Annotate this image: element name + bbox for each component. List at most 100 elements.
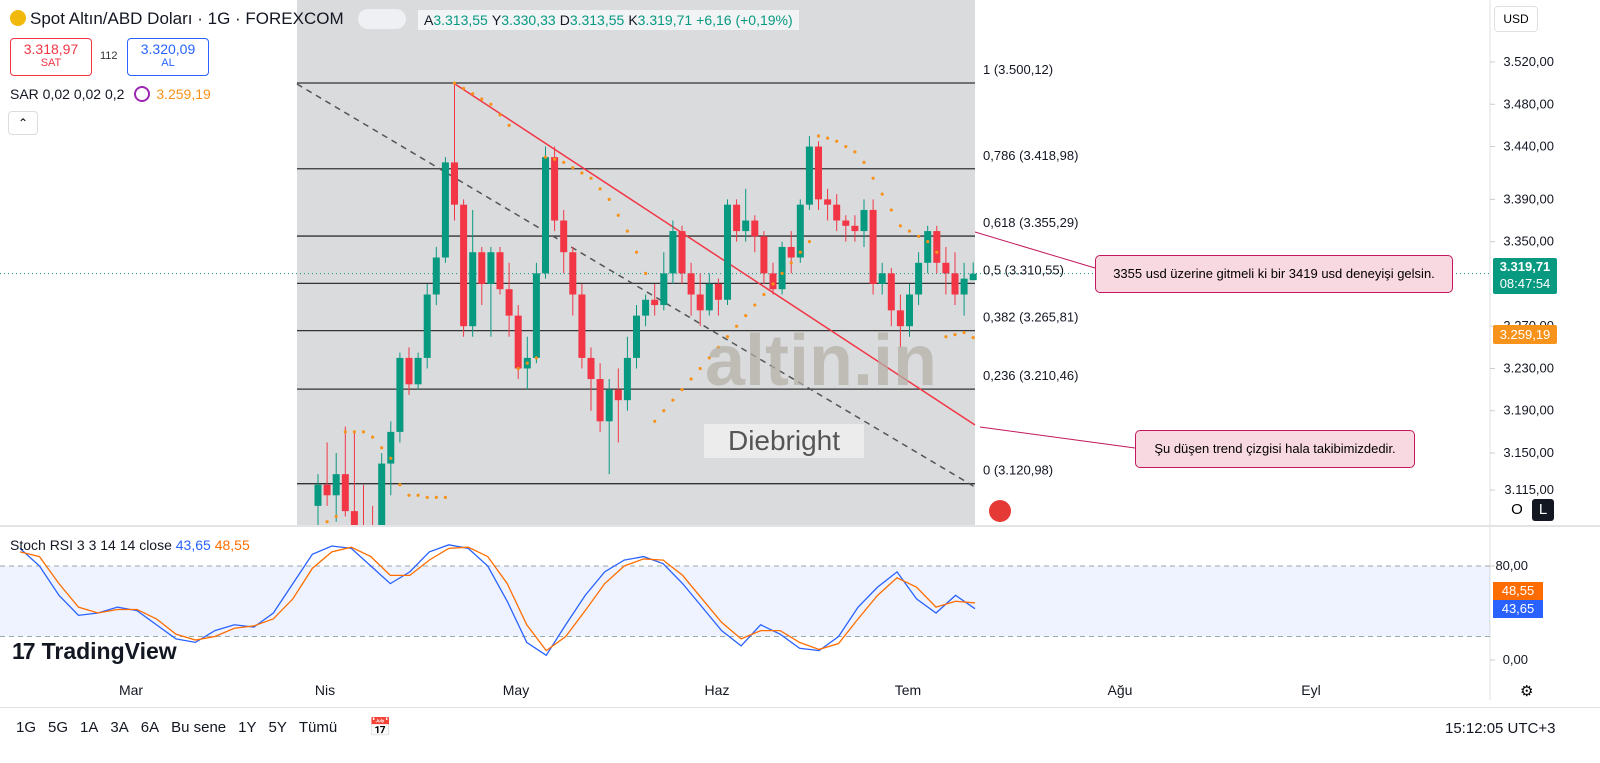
ohlc-value: 3.319,71 bbox=[637, 12, 693, 28]
candle-body bbox=[642, 299, 650, 316]
currency[interactable]: USD bbox=[1494, 6, 1538, 32]
y-tick-label: 3.390,00 bbox=[1503, 191, 1554, 206]
candle-body bbox=[396, 357, 404, 432]
candle-body bbox=[787, 246, 795, 258]
candle-body bbox=[887, 273, 895, 311]
candle-body bbox=[833, 204, 841, 221]
ohlc-change: +6,16 (+0,19%) bbox=[696, 12, 793, 28]
sar-dot bbox=[671, 398, 675, 402]
sar-dot bbox=[653, 419, 657, 423]
ohlc-key: A bbox=[424, 12, 434, 28]
candle-body bbox=[896, 310, 904, 327]
buy-button[interactable]: 3.320,09 AL bbox=[127, 38, 209, 76]
candle-body bbox=[423, 294, 431, 358]
period-button[interactable]: 6A bbox=[140, 719, 160, 736]
candle-body bbox=[915, 262, 923, 295]
candle-body bbox=[532, 273, 540, 358]
period-button[interactable]: 3A bbox=[110, 719, 129, 736]
stoch-d: 48,55 bbox=[214, 537, 250, 553]
ohlc-key: Y bbox=[491, 12, 502, 28]
candle-body bbox=[569, 252, 577, 295]
stoch-k: 43,65 bbox=[175, 537, 211, 553]
period-button[interactable]: Tümü bbox=[298, 719, 338, 736]
annotation[interactable]: Şu düşen trend çizgisi hala takibimizded… bbox=[1135, 430, 1415, 468]
sar-dot bbox=[434, 495, 438, 499]
flag-icon bbox=[989, 500, 1011, 522]
period-button[interactable]: Bu sene bbox=[171, 719, 227, 736]
candle-body bbox=[478, 252, 486, 284]
fib-label: 1 (3.500,12) bbox=[983, 62, 1053, 77]
annotation[interactable]: 3355 usd üzerine gitmeli ki bir 3419 usd… bbox=[1095, 255, 1453, 293]
period-button[interactable]: 1Y bbox=[238, 719, 257, 736]
candle-body bbox=[733, 204, 741, 232]
sar-dot bbox=[416, 493, 420, 497]
sar-dot bbox=[716, 345, 721, 349]
date-range-icon[interactable]: 📅 bbox=[369, 717, 392, 737]
trend-line bbox=[454, 83, 976, 426]
buy-price: 3.320,09 bbox=[140, 41, 196, 57]
toolbar-border bbox=[0, 707, 1600, 708]
symbol-text: Spot Altın/ABD Doları · 1G · FOREXCOM bbox=[30, 9, 344, 28]
collapse-button[interactable]: ⌃ bbox=[8, 111, 38, 135]
time-label: Tem bbox=[894, 682, 922, 698]
candle-body bbox=[323, 484, 331, 496]
sar-dot bbox=[498, 113, 502, 117]
candle-body bbox=[824, 199, 832, 205]
spread: 112 bbox=[100, 50, 118, 62]
candle-body bbox=[469, 252, 477, 327]
stoch-band bbox=[0, 566, 1490, 637]
sar-dot bbox=[662, 409, 666, 413]
y-tick-label: 3.230,00 bbox=[1503, 360, 1554, 375]
candle-body bbox=[669, 231, 677, 274]
candle-body bbox=[578, 294, 586, 358]
stoch-line bbox=[19, 544, 976, 657]
settings-icon[interactable]: ⚙ bbox=[1520, 683, 1534, 700]
period-button[interactable]: 5G bbox=[48, 719, 69, 736]
ohlc-value: 3.313,55 bbox=[569, 12, 625, 28]
sar-dot bbox=[871, 176, 875, 180]
candle-body bbox=[660, 273, 668, 306]
watermark-logo: altin.in bbox=[705, 321, 937, 401]
sar-dot bbox=[644, 271, 648, 275]
sar-dot bbox=[452, 81, 457, 85]
period-button[interactable]: 5Y bbox=[268, 719, 287, 736]
sar-dot bbox=[380, 446, 384, 450]
sar-dot bbox=[352, 430, 356, 434]
sar-dot bbox=[826, 136, 830, 140]
candle-body bbox=[924, 231, 932, 263]
sar-dot bbox=[580, 171, 584, 175]
time-label: May bbox=[502, 682, 530, 698]
candle-body bbox=[341, 474, 349, 512]
sar-dot bbox=[443, 495, 447, 499]
candle-body bbox=[742, 220, 750, 232]
fib-label: 0,236 (3.210,46) bbox=[983, 368, 1078, 383]
scale-button[interactable]: L bbox=[1532, 499, 1554, 521]
symbol[interactable]: Spot Altın/ABD Doları · 1G · FOREXCOM bbox=[10, 9, 344, 29]
scale-button[interactable]: O bbox=[1511, 501, 1523, 518]
candle-body bbox=[623, 357, 631, 401]
candle-body bbox=[360, 527, 367, 548]
sar-dot bbox=[616, 213, 620, 217]
candle-body bbox=[805, 146, 813, 205]
candle-body bbox=[933, 231, 941, 263]
last-price: 3.319,71 bbox=[1499, 259, 1551, 274]
countdown: 08:47:54 bbox=[1499, 276, 1551, 291]
period-button[interactable]: 1A bbox=[80, 719, 99, 736]
fib-label: 0,618 (3.355,29) bbox=[983, 215, 1078, 230]
period-button[interactable]: 1G bbox=[16, 719, 37, 736]
candle-body bbox=[614, 389, 622, 401]
sar-dot bbox=[698, 366, 702, 371]
candle-body bbox=[560, 220, 568, 253]
sar-dot bbox=[844, 144, 848, 149]
candle-body bbox=[651, 299, 659, 306]
watermark-bg bbox=[704, 424, 864, 458]
sell-button[interactable]: 3.318,97 SAT bbox=[10, 38, 92, 76]
sar-dot bbox=[944, 335, 948, 339]
callout-line bbox=[974, 231, 1096, 269]
candle-body bbox=[314, 484, 322, 506]
callout-line bbox=[979, 426, 1136, 449]
sar-value: 3.259,19 bbox=[156, 86, 211, 102]
sar-dot bbox=[325, 520, 329, 524]
candle-body bbox=[378, 463, 386, 525]
y-tick-label: 80,00 bbox=[1495, 558, 1528, 573]
